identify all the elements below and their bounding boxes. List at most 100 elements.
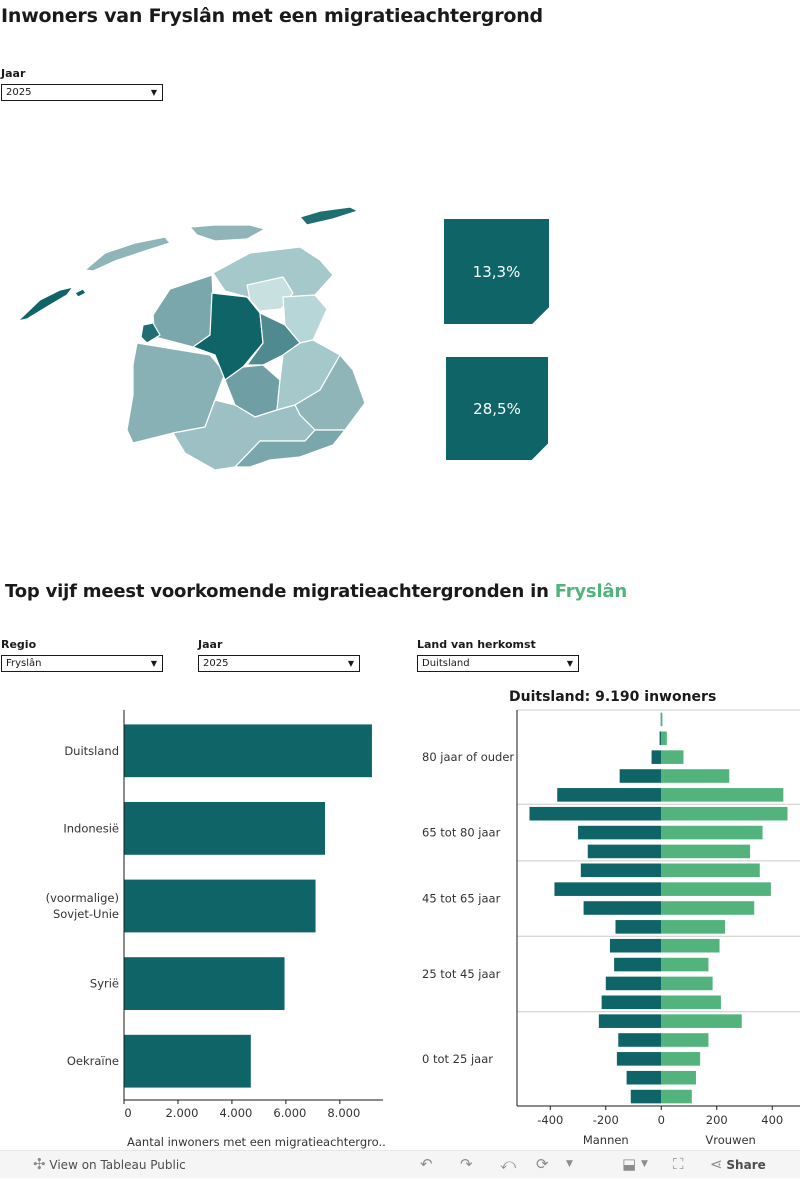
map-region-schiermonnikoog: [299, 206, 359, 226]
age-group-label-2: 45 tot 65 jaar: [422, 892, 501, 906]
section-title-region: Fryslân: [554, 581, 627, 602]
age-group-label-3: 25 tot 45 jaar: [422, 967, 501, 981]
map-region-south-center: [234, 429, 346, 468]
pyramid-bar-vrouwen-7: [661, 844, 751, 859]
pyramid-bar-vrouwen-9: [661, 882, 771, 896]
pyramid-bar-mannen-8: [580, 863, 662, 878]
pyramid-bar-mannen-5: [529, 806, 662, 821]
pyramid-bar-mannen-14: [605, 976, 662, 991]
pyramid-bar-vrouwen-6: [661, 825, 763, 840]
pyramid-bar-mannen-4: [557, 788, 662, 802]
redo-icon[interactable]: ↷: [460, 1155, 473, 1173]
chevron-down-icon: ▼: [150, 659, 157, 668]
refresh-icon[interactable]: ⟳: [536, 1155, 549, 1173]
kpi-value-2: 28,5%: [473, 399, 521, 418]
undo-icon[interactable]: ↶: [420, 1155, 433, 1173]
view-on-tableau-label: View on Tableau Public: [49, 1158, 186, 1172]
x-axis-title: Aantal inwoners met een migratieachtergr…: [127, 1135, 386, 1149]
kpi-value-1: 13,3%: [472, 262, 521, 281]
age-group-label-0: 80 jaar of ouder: [422, 750, 514, 764]
tableau-toolbar: ✣ View on Tableau Public ↶ ↷ ⤺ ⟳ ▼ ⬓ ▼ ⛶…: [0, 1150, 800, 1178]
x-tick-label-1: 2.000: [165, 1106, 198, 1120]
population-pyramid-chart: 80 jaar of ouder 65 tot 80 jaar 45 tot 65 …: [422, 709, 800, 1147]
x-tick-label-0: 0: [124, 1106, 131, 1120]
bar-1: [124, 802, 325, 855]
pyramid-bar-mannen-12: [609, 938, 662, 953]
pyramid-bar-vrouwen-0: [661, 712, 663, 727]
category-label-2-0: (voormalige): [46, 891, 119, 905]
pyramid-bar-mannen-0: [660, 712, 662, 727]
share-label: Share: [726, 1158, 766, 1172]
x-tick-label-4: 400: [761, 1113, 783, 1127]
map-region-north: [212, 246, 334, 306]
pyramid-bar-mannen-2: [651, 750, 662, 764]
country-filter-dropdown[interactable]: Duitsland ▼: [417, 655, 579, 672]
pyramid-bar-vrouwen-16: [661, 1014, 742, 1028]
top-five-bar-chart: Duitsland Indonesië (voormalige) Sovjet-Uni…: [46, 710, 386, 1149]
pyramid-bar-mannen-9: [554, 882, 662, 896]
download-chevron-icon[interactable]: ▼: [641, 1159, 648, 1169]
region-filter-value: Fryslân: [6, 658, 42, 669]
pyramid-bar-mannen-10: [583, 901, 662, 915]
pyramid-bar-mannen-19: [626, 1070, 662, 1085]
region-filter-dropdown[interactable]: Fryslân ▼: [1, 655, 163, 672]
pyramid-bar-vrouwen-10: [661, 901, 755, 915]
year-filter-2-value: 2025: [203, 658, 229, 669]
map-region-northwest: [152, 274, 214, 348]
year-filter-value: 2025: [6, 87, 32, 98]
pyramid-bar-mannen-11: [615, 920, 662, 934]
pyramid-bar-vrouwen-11: [661, 920, 726, 934]
pyramid-bar-vrouwen-12: [661, 938, 720, 953]
category-label-3-0: Syrië: [90, 977, 119, 991]
pyramid-bar-vrouwen-1: [661, 731, 667, 746]
chevron-down-icon: ▼: [150, 88, 157, 97]
dashboard-title: Inwoners van Fryslân met een migratieach…: [1, 5, 543, 27]
year-filter-2-label: Jaar: [198, 638, 223, 651]
age-group-label-4: 0 tot 25 jaar: [422, 1052, 493, 1066]
year-filter-2-dropdown[interactable]: 2025 ▼: [198, 655, 360, 672]
kpi-tile-1: 13,3%: [444, 219, 549, 324]
pyramid-bar-mannen-3: [619, 769, 662, 783]
map-region-vlieland: [17, 286, 74, 322]
fullscreen-icon[interactable]: ⛶: [673, 1155, 684, 1173]
bar-2: [124, 879, 316, 933]
fryslan-map[interactable]: [15, 205, 370, 475]
map-region-ameland: [189, 224, 266, 242]
category-label-1-0: Indonesië: [63, 821, 119, 835]
x-tick-label-4: 8.000: [327, 1106, 360, 1120]
pyramid-bar-vrouwen-14: [661, 976, 713, 991]
pyramid-bar-vrouwen-5: [661, 806, 788, 821]
share-icon: ⋖: [710, 1155, 723, 1173]
pyramid-bar-vrouwen-17: [661, 1033, 709, 1047]
pyramid-bar-vrouwen-18: [661, 1052, 701, 1066]
bar-0: [124, 724, 372, 778]
category-label-4-0: Oekraïne: [67, 1054, 119, 1068]
map-region-west-edge: [140, 322, 161, 344]
pyramid-bar-mannen-15: [601, 995, 662, 1010]
download-icon[interactable]: ⬓: [622, 1155, 637, 1173]
share-button[interactable]: ⋖ Share: [710, 1151, 766, 1178]
pyramid-bar-mannen-18: [616, 1052, 662, 1066]
pyramid-bar-vrouwen-19: [661, 1070, 696, 1085]
country-filter-label: Land van herkomst: [417, 638, 536, 651]
year-filter-label: Jaar: [1, 67, 26, 80]
year-filter-dropdown[interactable]: 2025 ▼: [1, 84, 163, 101]
map-region-islet: [74, 288, 87, 298]
kpi-tile-2: 28,5%: [446, 357, 548, 460]
x-tick-label-2: 4.000: [219, 1106, 252, 1120]
country-filter-value: Duitsland: [422, 658, 470, 669]
revert-icon[interactable]: ⤺: [500, 1155, 517, 1173]
x-tick-label-2: 0: [658, 1113, 665, 1127]
pyramid-bar-mannen-20: [630, 1089, 662, 1104]
map-region-terschelling: [84, 236, 171, 272]
bar-4: [124, 1034, 251, 1088]
x-tick-label-0: -400: [537, 1113, 563, 1127]
age-group-label-1: 65 tot 80 jaar: [422, 826, 501, 840]
chevron-down-icon[interactable]: ▼: [566, 1159, 573, 1169]
tableau-logo-icon: ✣: [33, 1155, 46, 1173]
x-axis-title-mannen: Mannen: [583, 1133, 629, 1147]
view-on-tableau-link[interactable]: ✣ View on Tableau Public: [33, 1151, 186, 1178]
x-tick-label-3: 200: [706, 1113, 728, 1127]
category-label-2-1: Sovjet-Unie: [53, 907, 119, 921]
pyramid-bar-vrouwen-4: [661, 788, 784, 802]
